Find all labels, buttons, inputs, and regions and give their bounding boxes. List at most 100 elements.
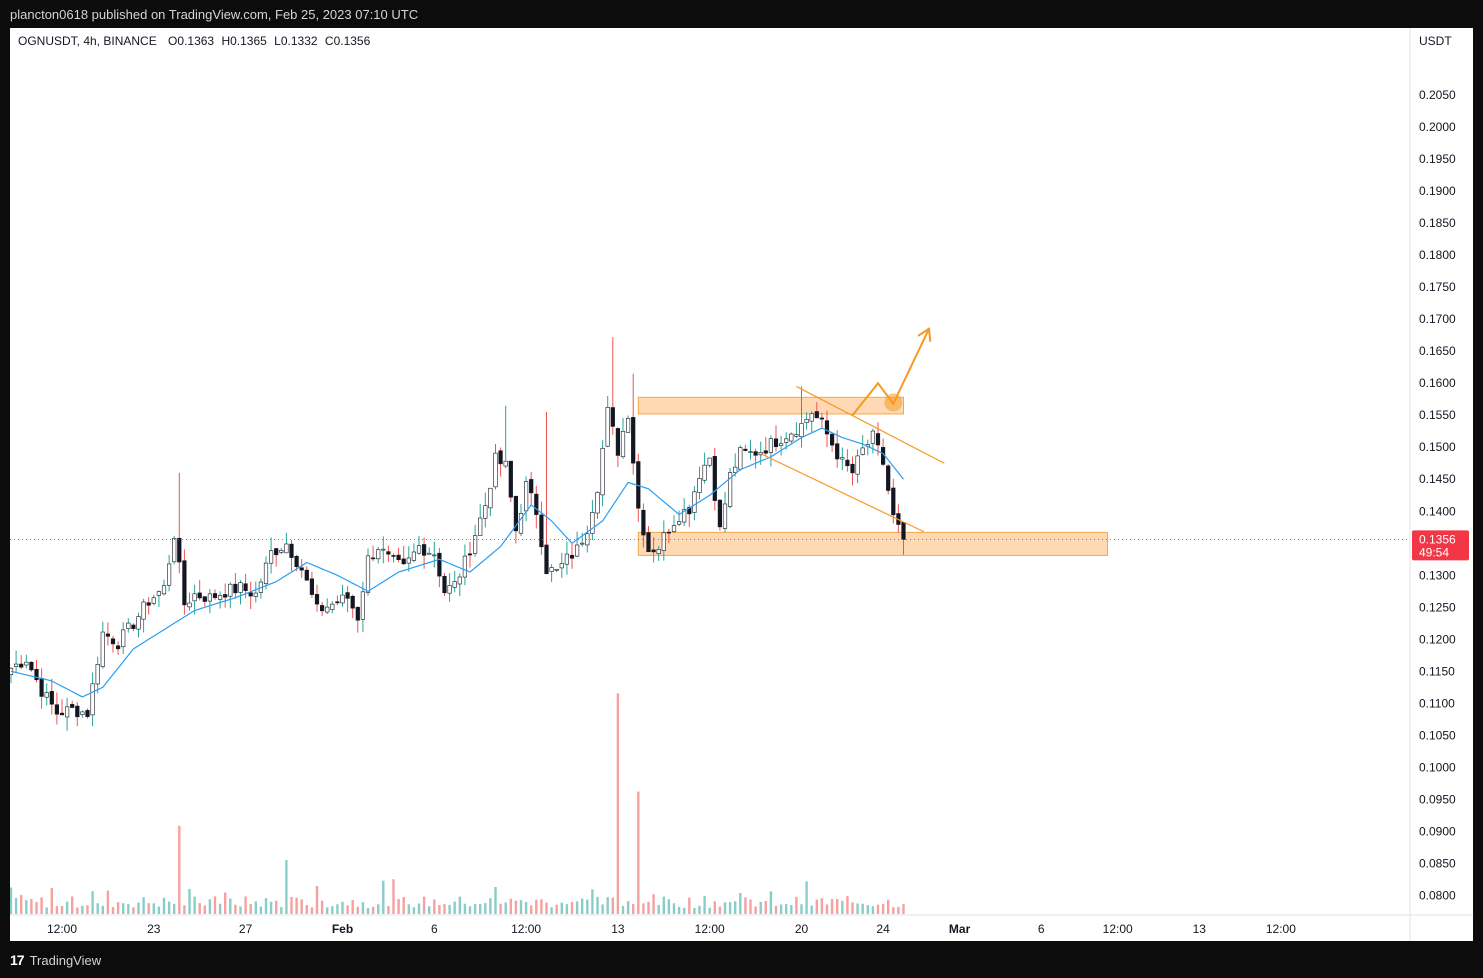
volume-bar [846, 896, 849, 914]
volume-bar [91, 891, 94, 914]
volume-bar [428, 906, 431, 914]
candle [845, 449, 850, 472]
time-tick-label: 6 [431, 922, 438, 936]
volume-bar [820, 898, 824, 914]
candle-body [54, 704, 59, 715]
candle-body [391, 555, 396, 557]
candle-body [819, 417, 824, 420]
candle-body [493, 452, 498, 488]
price-tick-label: 0.1200 [1419, 632, 1456, 646]
time-axis: 12:00 23 27 Feb 6 12:00 13 12:00 20 24 Mar 6 12:00 13… [47, 922, 1296, 936]
volume-bar [86, 905, 89, 914]
candle [253, 581, 258, 603]
volume-bar [305, 905, 308, 914]
candle [156, 590, 162, 607]
candle [651, 537, 656, 563]
candle-body [682, 509, 687, 523]
volume-bar [815, 899, 818, 914]
candle [136, 612, 141, 638]
channel-lower-line [760, 453, 925, 533]
candle [34, 660, 39, 683]
candle-body [610, 407, 615, 427]
volume-bar [550, 907, 553, 914]
candle [396, 547, 401, 563]
chart-frame[interactable]: OGNUSDT, 4h, BINANCE O0.1363 H0.1365 L0.… [10, 28, 1473, 941]
candle [559, 552, 564, 578]
candle [447, 573, 452, 602]
candle-body [727, 472, 733, 507]
volume-bar [754, 906, 757, 914]
candle-body [192, 593, 197, 602]
candle [860, 434, 865, 456]
volume-bar [718, 906, 722, 914]
candle-body [615, 428, 620, 456]
candle-body [778, 443, 784, 446]
volume-bar [14, 898, 18, 914]
candle-body [467, 553, 473, 556]
candle [656, 545, 661, 561]
candle-body [814, 411, 819, 419]
candle-body [100, 631, 105, 667]
candle [727, 467, 733, 509]
volume-bar [50, 887, 53, 914]
candle-body [396, 554, 401, 560]
candle [809, 411, 814, 433]
volume-bar [708, 907, 711, 914]
candle-body [406, 557, 411, 564]
candle-body [24, 661, 29, 666]
candle [223, 583, 228, 608]
volume-bar [96, 903, 99, 914]
candle-body [712, 456, 717, 501]
candle-body [697, 478, 702, 493]
price-tick-label: 0.1000 [1419, 760, 1456, 774]
candle [289, 540, 294, 571]
candle [508, 460, 513, 503]
volume-bar [657, 905, 660, 914]
volume-bar [524, 902, 528, 914]
volume-bar [269, 901, 273, 914]
volume-bar [346, 905, 349, 914]
time-tick-label: Feb [332, 922, 353, 936]
volume-bar [157, 906, 161, 914]
candle-body [523, 481, 529, 512]
volume-bar [545, 902, 548, 914]
candle-body [518, 513, 524, 534]
candle [773, 425, 779, 452]
close-label: C [324, 34, 334, 48]
volume-bar [382, 880, 385, 914]
candle [54, 692, 59, 725]
volume-bar [621, 905, 625, 914]
price-chart[interactable]: USDT 0.2050 0.2000 0.1950 0.1900 0.1850 0.1800… [10, 28, 1473, 941]
candle [202, 596, 207, 607]
candle [498, 447, 503, 477]
candle [70, 700, 75, 709]
tradingview-logo[interactable]: 17 TradingView [10, 952, 101, 968]
volume-bar [652, 894, 655, 914]
candle [146, 596, 151, 615]
candle-body [207, 593, 213, 602]
candle-body [167, 563, 172, 586]
volume-bar [280, 906, 283, 914]
price-axis-unit: USDT [1419, 34, 1452, 48]
candle [636, 453, 641, 522]
symbol-legend[interactable]: OGNUSDT, 4h, BINANCE O0.1363 H0.1365 L0.… [18, 34, 370, 48]
open-label: O [168, 34, 178, 48]
price-tick-label: 0.1150 [1419, 664, 1455, 678]
volume-bar [264, 898, 268, 914]
candle-body [319, 605, 325, 612]
volume-bar [203, 905, 206, 914]
symbol-info[interactable]: OGNUSDT, 4h, BINANCE [18, 34, 157, 48]
candle [406, 546, 411, 572]
candle-body [513, 495, 519, 532]
candle-body [253, 592, 258, 597]
volume-bar [565, 904, 569, 914]
candle-body [824, 420, 830, 435]
candle-body [370, 557, 376, 560]
candle [355, 606, 360, 633]
candle-body [126, 622, 131, 629]
volume-bar [866, 905, 869, 914]
volume-bar [575, 901, 579, 914]
volume-bar [851, 902, 854, 914]
candles [10, 337, 906, 731]
